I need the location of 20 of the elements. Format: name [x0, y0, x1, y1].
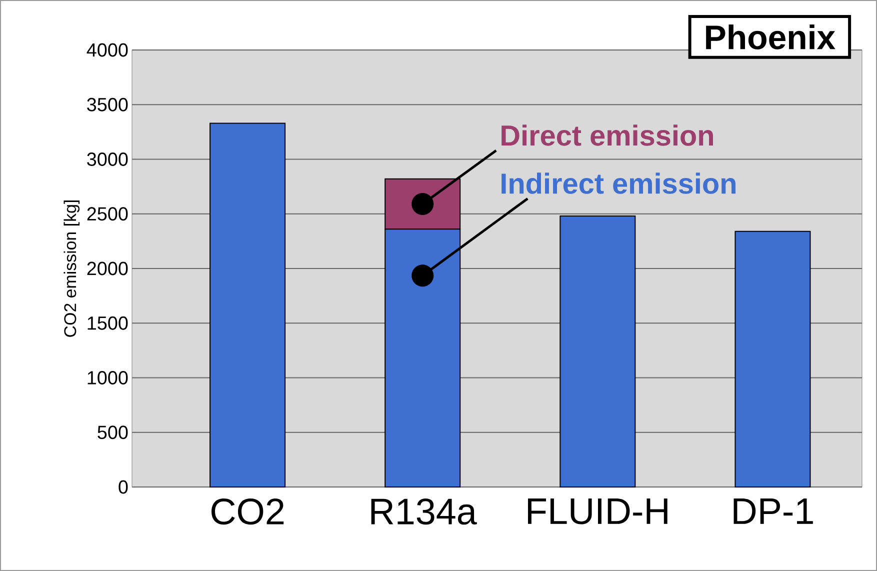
y-tick-label: 2500 — [87, 207, 128, 221]
y-tick-label: 1500 — [88, 316, 128, 330]
y-axis-title: CO2 emission [kg] — [64, 200, 80, 337]
y-tick-label: 3000 — [87, 152, 128, 166]
y-tick-label: 2000 — [87, 262, 128, 276]
x-tick-label: CO2 — [212, 498, 284, 525]
series-label: Direct emission — [502, 124, 713, 146]
y-tick-label: 4000 — [86, 43, 128, 57]
y-tick-label: 0 — [118, 480, 128, 494]
x-tick-label: R134a — [371, 498, 477, 525]
bar — [560, 216, 636, 488]
text: Phoenix — [706, 24, 836, 50]
bar — [734, 230, 811, 488]
legend-label: Indirect emission — [502, 172, 736, 194]
x-tick-label: FLUID-H — [528, 498, 668, 524]
y-tick-label: 3500 — [87, 98, 128, 112]
bar — [210, 122, 286, 488]
y-tick-label: 500 — [98, 426, 128, 440]
x-tick-label: DP-1 — [734, 498, 813, 524]
y-tick-label: 1000 — [88, 371, 128, 384]
